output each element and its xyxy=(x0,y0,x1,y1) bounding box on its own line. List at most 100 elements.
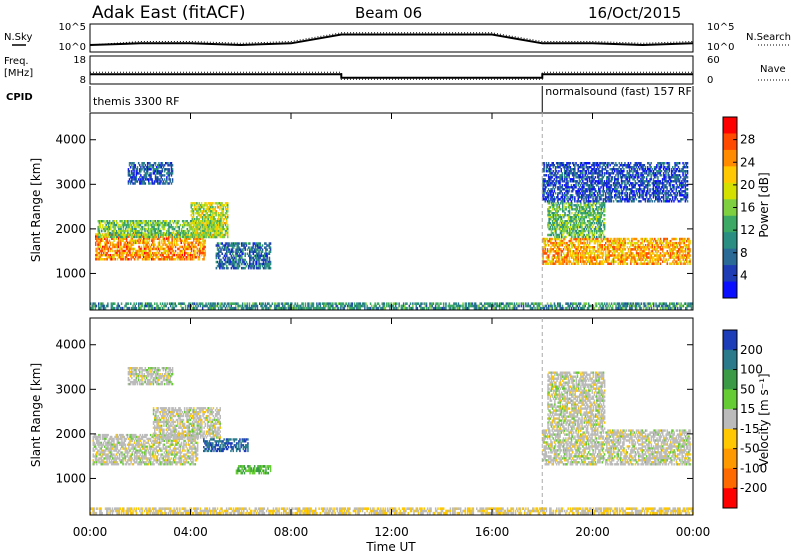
heatmap-cell xyxy=(275,302,277,305)
heatmap-cell xyxy=(657,250,659,253)
heatmap-cell xyxy=(412,307,414,310)
heatmap-cell xyxy=(167,162,169,164)
beam-title: Beam 06 xyxy=(355,4,422,22)
heatmap-cell xyxy=(518,305,520,308)
freq-right-tick-top: 60 xyxy=(707,55,720,66)
heatmap-cell xyxy=(602,302,604,305)
heatmap-cell xyxy=(354,302,356,305)
heatmap-cell xyxy=(191,250,193,253)
heatmap-cell xyxy=(666,302,668,305)
heatmap-cell xyxy=(680,302,682,305)
heatmap-cell xyxy=(689,254,691,256)
heatmap-cell xyxy=(249,302,251,305)
heatmap-cell xyxy=(262,302,264,305)
heatmap-cell xyxy=(443,302,445,305)
heatmap-cell xyxy=(141,302,143,305)
heatmap-cell xyxy=(212,236,214,238)
heatmap-cell xyxy=(527,302,529,305)
heatmap-cell xyxy=(689,242,691,245)
heatmap-cell xyxy=(151,302,153,305)
heatmap-cell xyxy=(689,263,691,266)
heatmap-cell xyxy=(144,162,146,164)
heatmap-cell xyxy=(462,302,464,305)
heatmap-cell xyxy=(606,302,608,305)
heatmap-cell xyxy=(466,302,468,305)
heatmap-cell xyxy=(471,302,473,305)
heatmap-cell xyxy=(175,302,177,305)
heatmap-cell xyxy=(285,307,287,310)
heatmap-cell xyxy=(370,302,372,305)
freq-left-tick-top: 18 xyxy=(73,55,86,66)
heatmap-cell xyxy=(449,302,451,305)
heatmap-cell xyxy=(316,302,318,305)
heatmap-cell xyxy=(596,305,598,308)
heatmap-cell xyxy=(638,302,640,305)
heatmap-cell xyxy=(167,302,169,305)
freq-right-tick-bottom: 0 xyxy=(707,75,713,86)
heatmap-cell xyxy=(475,302,477,305)
heatmap-cell xyxy=(179,220,181,222)
heatmap-cell xyxy=(149,162,151,164)
heatmap-cell xyxy=(133,170,135,172)
heatmap-cell xyxy=(128,302,130,305)
heatmap-cell xyxy=(270,267,272,270)
heatmap-cell xyxy=(168,307,170,310)
heatmap-cell xyxy=(547,302,549,305)
heatmap-cell xyxy=(162,170,164,172)
heatmap-cell xyxy=(225,302,227,305)
heatmap-cell xyxy=(456,302,458,305)
heatmap-cell xyxy=(164,174,166,176)
heatmap-cell xyxy=(233,251,235,254)
heatmap-cell xyxy=(677,307,679,310)
station-title: Adak East (fitACF) xyxy=(92,3,246,23)
heatmap-cell xyxy=(398,302,400,305)
heatmap-cell xyxy=(604,302,606,305)
heatmap-cell xyxy=(152,236,154,238)
heatmap-cell xyxy=(514,302,516,305)
heatmap-cell xyxy=(168,170,170,172)
heatmap-cell xyxy=(336,302,338,305)
heatmap-cell xyxy=(122,258,124,261)
heatmap-cell xyxy=(203,258,205,261)
heatmap-cell xyxy=(155,162,157,164)
heatmap-cell xyxy=(172,180,174,182)
heatmap-cell xyxy=(227,216,229,218)
heatmap-cell xyxy=(172,178,174,180)
heatmap-cell xyxy=(308,302,310,305)
heatmap-cell xyxy=(332,302,334,305)
heatmap-cell xyxy=(172,164,174,166)
heatmap-cell xyxy=(521,305,523,308)
cpid-segment-label-2: normalsound (fast) 157 RF xyxy=(545,85,692,98)
heatmap-cell xyxy=(313,302,315,305)
heatmap-cell xyxy=(523,302,525,305)
heatmap-cell xyxy=(352,302,354,305)
frequency-series-group xyxy=(90,72,693,79)
heatmap-cell xyxy=(103,302,105,305)
heatmap-cell xyxy=(126,236,128,238)
heatmap-cell xyxy=(586,302,588,305)
heatmap-cell xyxy=(165,305,167,308)
heatmap-cell xyxy=(691,307,693,310)
heatmap-cell xyxy=(257,307,259,310)
heatmap-cell xyxy=(160,302,162,305)
heatmap-cell xyxy=(421,302,423,305)
heatmap-cell xyxy=(197,305,199,308)
freq-label-line1: Freq. xyxy=(4,56,29,67)
heatmap-cell xyxy=(565,208,567,210)
date-title: 16/Oct/2015 xyxy=(588,4,681,22)
heatmap-cell xyxy=(567,302,569,305)
heatmap-cell xyxy=(235,307,237,310)
heatmap-cell xyxy=(110,244,112,247)
heatmap-cell xyxy=(199,228,201,230)
nsky-label: N.Sky xyxy=(4,32,32,43)
heatmap-cell xyxy=(637,263,639,266)
heatmap-cell xyxy=(426,302,428,305)
heatmap-cell xyxy=(172,170,174,172)
heatmap-cell xyxy=(270,242,272,245)
heatmap-cell xyxy=(194,302,196,305)
heatmap-cell xyxy=(101,230,103,232)
heatmap-cell xyxy=(270,251,272,254)
heatmap-cell xyxy=(615,260,617,263)
heatmap-cell xyxy=(445,302,447,305)
